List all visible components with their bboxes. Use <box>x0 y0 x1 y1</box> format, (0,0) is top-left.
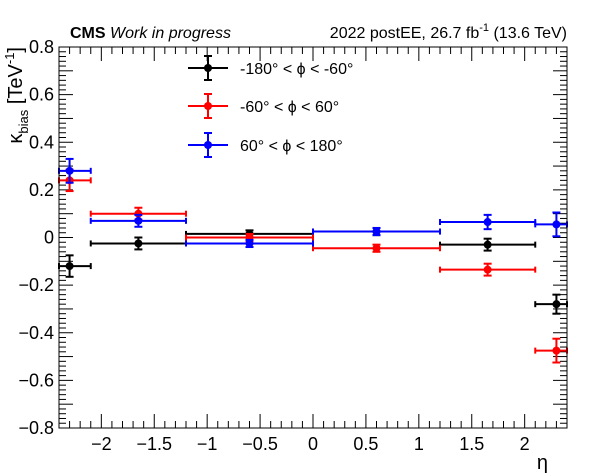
legend-entry: -180° < ϕ < -60° <box>188 55 353 81</box>
marker <box>483 240 492 249</box>
x-tick-label: −1 <box>197 434 218 454</box>
legend-label: -60° < ϕ < 60° <box>240 99 339 116</box>
data-point <box>185 238 314 249</box>
y-tick-label: 0.6 <box>29 85 54 105</box>
x-tick-label: −1.5 <box>136 434 172 454</box>
data-point <box>58 157 92 184</box>
legend-marker <box>204 141 212 149</box>
data-point <box>439 262 537 277</box>
data-point <box>89 236 187 251</box>
x-axis-title: η <box>537 452 548 474</box>
marker <box>483 218 492 227</box>
marker <box>65 262 74 271</box>
marker <box>65 166 74 175</box>
data-point <box>534 337 568 364</box>
legend-label: -180° < ϕ < -60° <box>240 61 353 78</box>
x-tick-label: −2 <box>91 434 112 454</box>
y-tick-label: 0 <box>44 228 54 248</box>
y-tick-label: −0.2 <box>18 275 54 295</box>
legend-entry: -60° < ϕ < 60° <box>188 93 339 119</box>
cms-label: CMS Work in progress <box>70 25 231 42</box>
marker <box>552 220 561 229</box>
y-tick-label: 0.2 <box>29 180 54 200</box>
marker <box>134 239 143 248</box>
x-tick-label: 0 <box>308 434 318 454</box>
y-tick-label: −0.8 <box>18 418 54 438</box>
y-axis-title: κbias [TeV-1] <box>2 47 31 144</box>
legend-label: 60° < ϕ < 180° <box>240 138 343 155</box>
y-tick-label: −0.6 <box>18 370 54 390</box>
marker <box>483 265 492 274</box>
marker <box>552 300 561 309</box>
y-tick-labels: 0.8 0.6 0.4 0.2 0 −0.2 −0.4 −0.6 −0.8 <box>18 37 54 438</box>
x-tick-label: 0.5 <box>353 434 378 454</box>
axis-ticks <box>58 46 568 429</box>
data-point <box>312 243 441 253</box>
marker <box>372 227 381 236</box>
y-tick-label: −0.4 <box>18 323 54 343</box>
x-tick-label: −0.5 <box>242 434 278 454</box>
marker <box>372 244 381 253</box>
marker <box>134 216 143 225</box>
x-tick-label: 2 <box>520 434 530 454</box>
legend-entry: 60° < ϕ < 180° <box>188 132 343 158</box>
x-tick-labels: −2 −1.5 −1 −0.5 0 0.5 1 1.5 2 <box>91 434 530 454</box>
legend-marker <box>204 64 212 72</box>
plot-frame <box>58 46 568 429</box>
x-tick-label: 1 <box>414 434 424 454</box>
y-tick-label: 0.8 <box>29 37 54 57</box>
y-tick-label: 0.4 <box>29 132 54 152</box>
legend: -180° < ϕ < -60° -60° < ϕ < 60° 60° < ϕ < … <box>188 55 353 158</box>
data-point <box>439 213 537 231</box>
data-point <box>89 213 187 228</box>
marker <box>552 346 561 355</box>
marker <box>245 239 254 248</box>
data-point <box>312 226 441 237</box>
legend-marker <box>204 102 212 110</box>
lumi-label: 2022 postEE, 26.7 fb-1 (13.6 TeV) <box>330 22 567 42</box>
x-tick-label: 1.5 <box>459 434 484 454</box>
